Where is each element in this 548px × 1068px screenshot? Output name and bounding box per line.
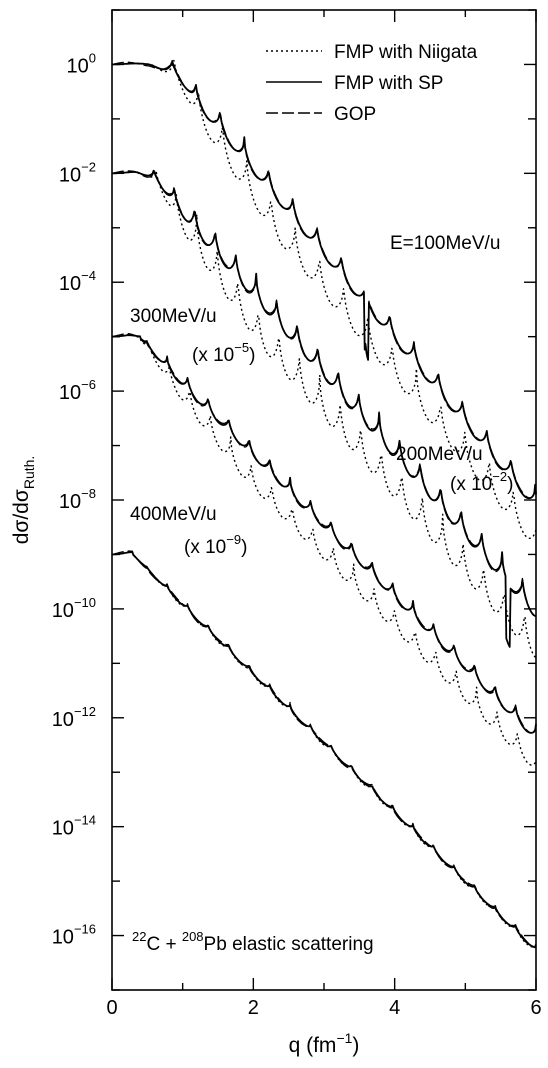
reaction-b: C + — [146, 934, 181, 955]
legend-label-sp: FMP with SP — [334, 73, 443, 94]
curve-300mev-u-gop — [111, 333, 537, 734]
y-tick-label: 10−4 — [59, 268, 96, 295]
reaction-d: Pb elastic scattering — [204, 934, 374, 955]
e400-scale-pre: (x 10 — [184, 537, 226, 558]
y-tick-label: 10−14 — [52, 813, 96, 840]
reaction-c: 208 — [182, 929, 204, 944]
label-e400: 400MeV/u — [130, 504, 217, 525]
x-title-sup: −1 — [336, 1030, 352, 1046]
label-e200-scale: (x 10−2) — [450, 469, 513, 495]
x-axis-title: q (fm−1) — [289, 1030, 360, 1057]
curve-400mev-u-gop — [111, 550, 537, 949]
e200-scale-pre: (x 10 — [450, 474, 492, 495]
e200-scale-sup: −2 — [492, 469, 507, 484]
y-axis-title: dσ/dσRuth. — [10, 456, 37, 545]
e400-scale-post: ) — [241, 537, 247, 558]
label-e200: 200MeV/u — [396, 444, 483, 465]
curve-100mev-u-gop — [111, 59, 537, 499]
y-tick-label: 10−2 — [59, 159, 96, 186]
y-title-sub: Ruth. — [21, 456, 37, 489]
curve-300mev-u-niig — [112, 334, 537, 766]
y-tick-label: 100 — [67, 50, 96, 77]
y-title-main: dσ/dσ — [10, 489, 33, 544]
x-tick-label: 2 — [248, 997, 259, 1019]
curve-400mev-u-sp — [111, 551, 537, 948]
curve-200mev-u-gop — [111, 170, 537, 647]
e200-scale-post: ) — [507, 474, 513, 495]
legend-label-gop: GOP — [334, 104, 376, 125]
x-title-main: q (fm — [289, 1034, 337, 1057]
plot-frame — [111, 9, 537, 991]
curve-100mev-u-niig — [112, 59, 537, 539]
curve-300mev-u-sp — [111, 334, 537, 734]
legend-label-niigata: FMP with Niigata — [334, 42, 478, 63]
label-e300: 300MeV/u — [130, 306, 217, 327]
e300-scale-sup: −5 — [234, 340, 249, 355]
e300-scale-pre: (x 10 — [192, 345, 234, 366]
e300-scale-post: ) — [249, 345, 255, 366]
curve-200mev-u-niig — [112, 170, 537, 659]
reaction-a: 22 — [132, 929, 146, 944]
x-tick-label: 0 — [106, 997, 117, 1019]
curves — [111, 59, 537, 949]
x-tick-label: 4 — [389, 997, 400, 1019]
y-tick-label: 10−10 — [52, 595, 96, 622]
label-e400-scale: (x 10−9) — [184, 532, 247, 558]
x-tick-label: 6 — [530, 997, 541, 1019]
y-tick-label: 10−12 — [52, 704, 96, 731]
reaction-label: 22C + 208Pb elastic scattering — [132, 929, 374, 955]
curve-400mev-u-niig — [112, 551, 537, 948]
y-tick-label: 10−8 — [59, 486, 96, 513]
label-e300-scale: (x 10−5) — [192, 340, 255, 366]
legend: FMP with Niigata FMP with SP GOP — [266, 42, 478, 125]
y-tick-label: 10−16 — [52, 922, 96, 949]
label-e100: E=100MeV/u — [390, 233, 500, 254]
x-title-close: ) — [352, 1034, 359, 1057]
e400-scale-sup: −9 — [226, 532, 241, 547]
axis-ticks: 0 2 4 6 100 10−2 10−4 10−6 10−8 10−10 10−12 10−14 10… — [52, 9, 542, 1019]
y-tick-label: 10−6 — [59, 377, 96, 404]
